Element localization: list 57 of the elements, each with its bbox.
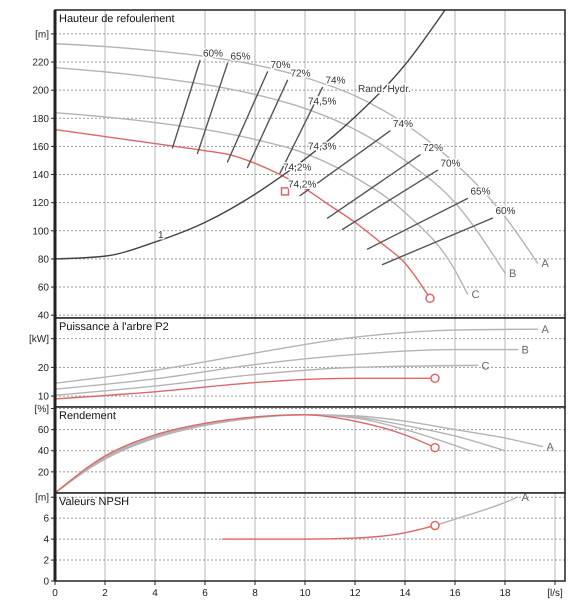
chart-title: Hauteur de refoulement [59,13,175,25]
annotation: 60% [496,206,516,218]
series-label: A [522,492,530,504]
y-tick-label: 160 [32,142,50,153]
series-label: B [509,268,516,280]
y-tick-label: 20 [38,467,50,478]
annotation: 70% [440,158,461,170]
x-tick-label: 18 [499,588,511,599]
y-tick-label: 140 [32,170,50,182]
x-tick-label: 16 [449,588,461,599]
annotation: 72% [290,68,311,80]
series-label: C [482,360,490,372]
series-label: A [542,258,550,270]
chart-title: Rendement [59,410,116,422]
chart-title: Puissance à l'arbre P2 [59,321,169,333]
annotation: 74% [326,75,346,86]
x-tick-label: [l/s] [547,588,563,599]
y-tick-label: [m] [35,492,50,504]
x-tick-label: 8 [252,588,258,599]
y-tick-label: [%] [34,404,50,415]
annotation: 74% [393,118,414,130]
y-tick-label: 4 [43,534,50,546]
y-tick-label: 80 [38,254,50,266]
y-tick-label: [kW] [29,334,50,346]
annotation: 65% [470,186,491,198]
y-tick-label: 40 [38,446,50,458]
y-tick-label: 40 [38,310,50,322]
series-label: C [472,289,480,302]
x-tick-label: 10 [299,588,311,599]
chart-title: Valeurs NPSH [59,496,130,508]
y-tick-label: 60 [38,282,50,294]
y-tick-label: 100 [32,226,50,238]
x-tick-label: 12 [349,588,361,599]
x-tick-label: 14 [399,588,411,599]
x-tick-label: 4 [152,588,158,599]
y-tick-label: 6 [43,514,50,525]
series-label: A [546,442,554,454]
y-tick-label: 60 [38,425,50,436]
annotation: 72% [423,142,444,154]
y-tick-label: 0 [43,576,50,588]
y-tick-label: 220 [32,58,50,69]
y-tick-label: 120 [32,198,50,210]
x-tick-label: 0 [52,588,58,599]
y-tick-label: 20 [38,362,50,374]
y-tick-label: 180 [32,114,50,125]
x-tick-label: 6 [202,588,208,599]
annotation: 65% [230,51,251,62]
y-tick-label: 10 [38,392,50,403]
y-tick-label: 2 [43,556,50,567]
annotation: 60% [203,48,224,60]
series-label: A [542,324,550,336]
x-tick-label: 2 [102,588,108,599]
series-label: B [522,344,529,357]
y-tick-label: 200 [32,86,50,97]
annotation: 1 [158,230,164,242]
y-tick-label: [m] [35,29,50,40]
annotation: 70% [270,60,291,71]
